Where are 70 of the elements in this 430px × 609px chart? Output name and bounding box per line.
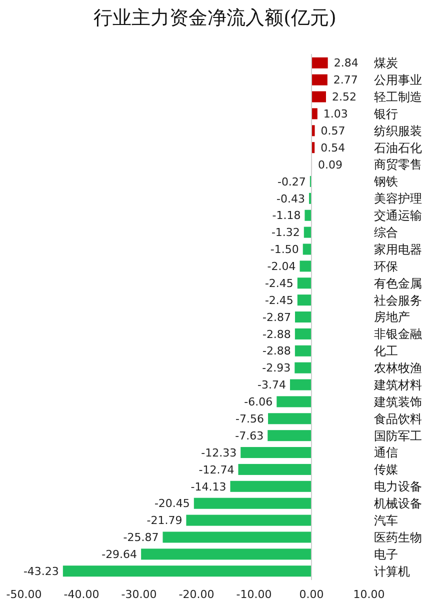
y-tick-label: 传媒 xyxy=(374,462,398,477)
data-label: -25.87 xyxy=(123,531,159,544)
data-label: 2.77 xyxy=(333,74,358,87)
y-tick-label: 银行 xyxy=(373,106,398,121)
data-label: -43.23 xyxy=(23,564,59,578)
data-label: 1.03 xyxy=(323,108,348,121)
data-label: -21.79 xyxy=(146,514,182,528)
data-label: 2.52 xyxy=(332,90,356,104)
y-tick-label: 综合 xyxy=(374,226,398,240)
y-tick-label: 建筑材料 xyxy=(373,378,422,392)
chart-title: 行业主力资金净流入额(亿元) xyxy=(94,7,336,29)
data-label: -7.56 xyxy=(236,412,264,426)
data-label: -1.50 xyxy=(270,243,299,256)
y-tick-label: 纺织服装 xyxy=(374,124,422,138)
y-tick-label: 国防军工 xyxy=(374,428,422,443)
data-label: -2.04 xyxy=(267,260,296,274)
data-label: -20.45 xyxy=(154,497,190,510)
y-tick-label: 商贸零售 xyxy=(374,158,422,172)
x-tick-label: -10.00 xyxy=(236,588,272,601)
data-label: 2.84 xyxy=(334,56,358,70)
y-tick-label: 家用电器 xyxy=(374,242,422,256)
y-tick-label: 交通运输 xyxy=(374,208,422,223)
y-tick-label: 钢铁 xyxy=(373,174,398,189)
data-label: -6.06 xyxy=(244,396,273,409)
data-label: -2.93 xyxy=(262,362,291,375)
data-label: -29.64 xyxy=(102,548,138,562)
data-label: -12.74 xyxy=(198,463,234,476)
data-label: -2.87 xyxy=(262,310,291,324)
data-label: -14.13 xyxy=(190,480,226,494)
y-tick-label: 农林牧渔 xyxy=(374,361,422,376)
x-tick-label: 0.00 xyxy=(299,588,324,601)
data-label: -2.88 xyxy=(262,344,291,358)
y-tick-label: 环保 xyxy=(374,259,398,274)
data-label: -7.63 xyxy=(235,429,264,442)
x-tick-label: -50.00 xyxy=(6,588,42,601)
data-label: -2.45 xyxy=(264,276,294,290)
y-tick-label: 医药生物 xyxy=(374,530,422,544)
y-tick-label: 机械设备 xyxy=(374,496,422,511)
data-label: -0.43 xyxy=(276,192,306,206)
y-tick-label: 通信 xyxy=(374,446,398,460)
data-label: 0.57 xyxy=(320,124,346,138)
x-tick-label: -30.00 xyxy=(121,588,157,601)
y-tick-label: 电子 xyxy=(374,547,398,562)
y-tick-label: 石油石化 xyxy=(374,140,422,155)
y-tick-label: 社会服务 xyxy=(374,293,422,308)
y-tick-label: 煤炭 xyxy=(374,56,398,70)
x-tick-label: 10.00 xyxy=(353,588,385,601)
data-label: -1.32 xyxy=(271,226,300,240)
y-tick-label: 建筑装饰 xyxy=(373,394,422,409)
y-tick-label: 非银金融 xyxy=(374,327,422,342)
x-tick-label: -40.00 xyxy=(64,588,100,601)
y-tick-label: 美容护理 xyxy=(374,192,422,206)
y-tick-label: 轻工制造 xyxy=(374,90,422,104)
data-label: -12.33 xyxy=(201,446,237,460)
y-tick-label: 有色金属 xyxy=(374,276,422,290)
y-tick-label: 汽车 xyxy=(374,513,398,528)
y-tick-label: 食品饮料 xyxy=(374,412,422,426)
data-label: 0.09 xyxy=(318,158,343,172)
data-label: -2.88 xyxy=(262,328,291,341)
data-label: -1.18 xyxy=(272,209,301,222)
y-tick-label: 房地产 xyxy=(374,310,410,324)
y-tick-label: 计算机 xyxy=(374,564,410,578)
y-tick-label: 公用事业 xyxy=(374,73,422,88)
y-tick-label: 化工 xyxy=(374,344,398,358)
x-tick-label: -20.00 xyxy=(178,588,214,601)
data-label: 0.54 xyxy=(320,141,346,154)
y-tick-label: 电力设备 xyxy=(374,480,422,494)
data-label: -3.74 xyxy=(258,378,286,392)
data-label: -0.27 xyxy=(277,175,306,188)
data-label: -2.45 xyxy=(264,294,294,307)
